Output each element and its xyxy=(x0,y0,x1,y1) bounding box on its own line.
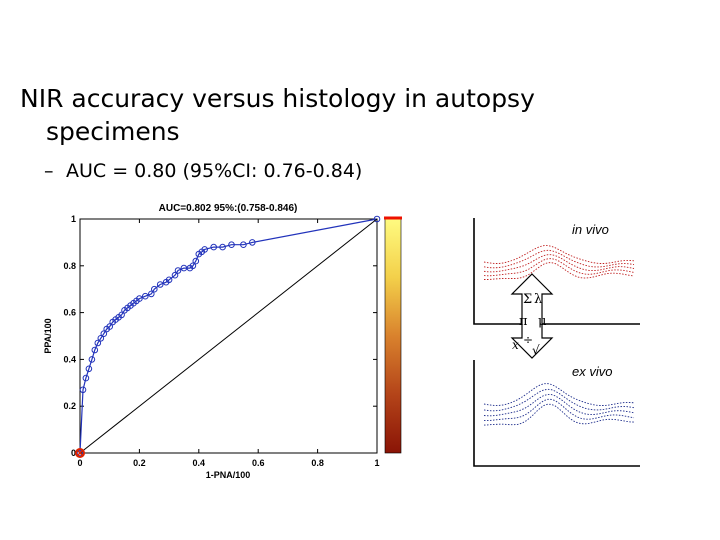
chart-title: AUC=0.802 95%:(0.758-0.846) xyxy=(159,203,298,214)
symbol-mu: μ xyxy=(538,314,546,329)
roc-chart: AUC=0.802 95%:(0.758-0.846) 0 0.2 0.4 0.6 0.… xyxy=(43,203,402,480)
roc-point xyxy=(171,271,179,279)
chance-diagonal-line xyxy=(79,218,378,454)
in-vivo-spectrum xyxy=(483,254,635,273)
ex-vivo-spectrum xyxy=(483,403,635,426)
panel-frame-top xyxy=(473,218,640,325)
x-tick-label: 0.6 xyxy=(252,458,265,468)
roc-point xyxy=(240,241,247,248)
roc-point xyxy=(174,267,182,274)
x-tick-label: 0.4 xyxy=(193,458,206,468)
ex-vivo-spectrum xyxy=(483,393,635,417)
ex-vivo-spectrum xyxy=(484,398,635,422)
in-vivo-spectrum xyxy=(483,258,635,277)
y-axis-label: PPA/100 xyxy=(43,318,53,353)
y-tick-label: 0.6 xyxy=(63,308,76,318)
roc-point xyxy=(373,215,381,223)
roc-point xyxy=(249,239,256,246)
slide-title-line1: NIR accuracy versus histology in autopsy xyxy=(20,84,535,113)
x-tick-label: 0.8 xyxy=(311,458,324,468)
roc-point xyxy=(156,281,164,288)
in-vivo-spectrum xyxy=(483,245,635,264)
operating-point-cross xyxy=(76,449,84,457)
roc-point xyxy=(151,285,158,293)
operating-point-marker xyxy=(75,448,85,458)
operating-point-layer xyxy=(75,448,85,458)
roc-point xyxy=(228,241,235,248)
bullet-auc: – AUC = 0.80 (95%CI: 0.76-0.84) xyxy=(44,160,362,182)
in-vivo-spectrum xyxy=(483,249,635,269)
y-axis-ticks: 0 0.2 0.4 0.6 0.8 1 xyxy=(63,214,377,458)
symbol-divide: ÷ xyxy=(523,333,533,347)
ex-vivo-spectra xyxy=(483,383,635,426)
symbol-sigma: Σ xyxy=(523,292,532,307)
y-tick-label: 0.4 xyxy=(63,354,76,364)
y-tick-label: 1 xyxy=(71,214,76,224)
panel-frame-bottom xyxy=(473,360,640,467)
roc-point xyxy=(148,290,155,298)
roc-point xyxy=(76,449,84,457)
roc-point xyxy=(165,276,173,284)
roc-point xyxy=(97,335,105,342)
x-tick-label: 0 xyxy=(77,458,82,468)
x-axis-label: 1-PNA/100 xyxy=(206,470,251,480)
roc-point xyxy=(100,330,108,338)
bullet-text: AUC = 0.80 (95%CI: 0.76-0.84) xyxy=(66,160,363,182)
symbol-x: x xyxy=(512,338,519,352)
roc-point xyxy=(136,295,143,302)
series-layer xyxy=(76,215,381,457)
in-vivo-spectra xyxy=(483,245,635,280)
roc-point xyxy=(85,365,93,373)
symbol-pi: π xyxy=(519,314,528,329)
colorbar-gradient xyxy=(384,218,402,454)
roc-point xyxy=(91,346,99,354)
in-vivo-spectrum xyxy=(484,262,635,280)
double-arrow xyxy=(510,273,554,359)
symbol-sqrt: √ xyxy=(532,343,540,357)
spectra-panel: in vivo ex vivo Σ λ π μ x ÷ √ xyxy=(473,218,640,467)
symbol-lambda: λ xyxy=(534,292,542,307)
ex-vivo-spectrum xyxy=(483,388,635,412)
roc-point xyxy=(88,356,96,363)
y-tick-label: 0 xyxy=(71,448,76,458)
y-tick-label: 0.2 xyxy=(63,401,76,411)
slide-title: NIR accuracy versus histology in autopsy… xyxy=(20,82,640,148)
roc-point xyxy=(142,292,149,300)
roc-point xyxy=(201,246,208,253)
ex-vivo-spectrum xyxy=(483,383,635,406)
in-vivo-label: in vivo xyxy=(572,222,609,237)
roc-point xyxy=(118,311,125,319)
slide-title-line2: specimens xyxy=(46,117,180,146)
colorbar xyxy=(384,216,402,454)
roc-point xyxy=(189,262,197,270)
x-tick-label: 0.2 xyxy=(133,458,146,468)
roc-point xyxy=(210,243,217,251)
roc-point xyxy=(94,339,102,347)
roc-point xyxy=(79,386,87,394)
roc-point xyxy=(82,374,90,382)
ex-vivo-label: ex vivo xyxy=(572,364,612,379)
y-tick-label: 0.8 xyxy=(63,261,76,271)
roc-point xyxy=(219,243,226,251)
roc-point xyxy=(106,323,113,330)
x-tick-label: 1 xyxy=(374,458,379,468)
bullet-dash: – xyxy=(44,160,54,182)
roc-point xyxy=(192,257,200,265)
